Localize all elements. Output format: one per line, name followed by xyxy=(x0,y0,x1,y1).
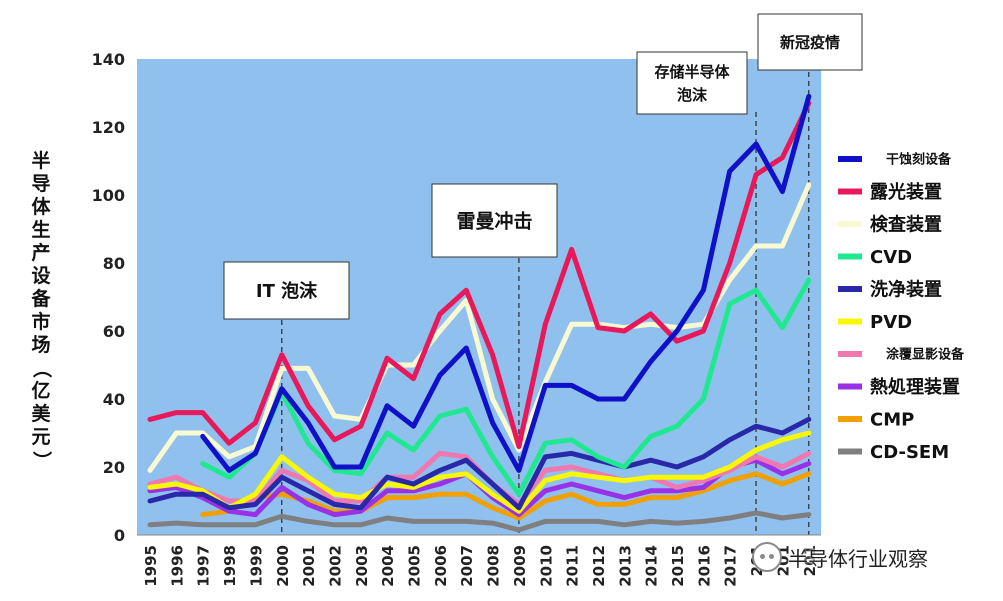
watermark-text: 半导体行业观察 xyxy=(788,546,928,571)
x-tick-label: 2011 xyxy=(564,545,582,587)
annotation-box xyxy=(757,13,863,71)
y-tick-label: 20 xyxy=(103,458,125,477)
x-tick-label: 2000 xyxy=(274,545,292,587)
y-tick-label: 0 xyxy=(114,526,125,545)
x-tick-label: 2001 xyxy=(300,545,318,587)
legend-label: 熱処理装置 xyxy=(870,376,960,398)
x-tick-label: 2010 xyxy=(537,545,555,587)
series-line xyxy=(147,510,812,533)
x-tick-label: 2004 xyxy=(379,545,397,587)
x-tick-label: 2016 xyxy=(695,545,713,587)
annotation-box xyxy=(431,183,558,258)
legend-label: CVD xyxy=(870,247,912,268)
x-tick-label: 2012 xyxy=(590,545,608,587)
annotation-box xyxy=(636,51,748,115)
series-line xyxy=(200,93,812,473)
x-tick-label: 2003 xyxy=(353,545,371,587)
legend-label: 干蚀刻设备 xyxy=(886,152,952,168)
series-line xyxy=(147,100,812,450)
x-tick-label: 2015 xyxy=(669,545,687,587)
legend-label: 露光装置 xyxy=(870,181,942,203)
x-tick-label: 2009 xyxy=(511,545,529,587)
y-tick-label: 60 xyxy=(103,322,125,341)
x-tick-label: 201 xyxy=(801,545,819,576)
x-tick-label: 1996 xyxy=(168,545,186,587)
x-tick-label: 1998 xyxy=(221,545,239,587)
annotation-label: IT 泡沫 xyxy=(256,280,318,302)
annotation-lines xyxy=(281,72,810,535)
series-line xyxy=(200,277,812,497)
annotation-label: 存储半导体 xyxy=(654,63,730,81)
legend-label: CMP xyxy=(870,409,914,430)
y-tick-label: 40 xyxy=(103,390,125,409)
legend-label: CD-SEM xyxy=(870,442,949,463)
y-tick-label: 140 xyxy=(92,50,125,69)
y-tick-label: 80 xyxy=(103,254,125,273)
axis-ticks: 0 20 40 60 80 100 120 140 1995 1996 1997 1998 1999 20… xyxy=(92,50,819,587)
legend-label: 洗净装置 xyxy=(870,278,942,300)
x-tick-label: 1999 xyxy=(247,545,265,587)
x-tick-label: 2005 xyxy=(406,545,424,587)
series-line xyxy=(147,182,812,473)
y-tick-label: 120 xyxy=(92,118,125,137)
y-axis-label: 半导体生产设备市场（亿美元） xyxy=(30,150,53,470)
annotation-box xyxy=(223,261,350,320)
annotation-label: 泡沫 xyxy=(677,86,708,104)
x-tick-label: 2006 xyxy=(432,545,450,587)
legend-label: PVD xyxy=(870,312,912,333)
x-tick-label: 2017 xyxy=(722,545,740,587)
legend-label: 涂覆显影设备 xyxy=(886,347,965,363)
x-tick-label: 1997 xyxy=(195,545,213,587)
annotation-label: 雷曼冲击 xyxy=(456,209,532,232)
series-line xyxy=(147,416,812,511)
x-tick-label: 2008 xyxy=(485,545,503,587)
y-tick-label: 100 xyxy=(92,186,125,205)
annotation-label: 新冠疫情 xyxy=(780,33,840,51)
series-line xyxy=(147,430,812,514)
legend-label: 検査装置 xyxy=(870,213,942,235)
x-tick-label: 2014 xyxy=(643,545,661,587)
watermark: 半导体行业观察 xyxy=(752,540,928,574)
wechat-icon xyxy=(752,542,782,572)
series-lines xyxy=(147,93,812,533)
x-tick-label: 1995 xyxy=(142,545,160,587)
x-tick-label: 2002 xyxy=(326,545,344,587)
x-tick-label: 2007 xyxy=(458,545,476,587)
x-tick-label: 2013 xyxy=(616,545,634,587)
